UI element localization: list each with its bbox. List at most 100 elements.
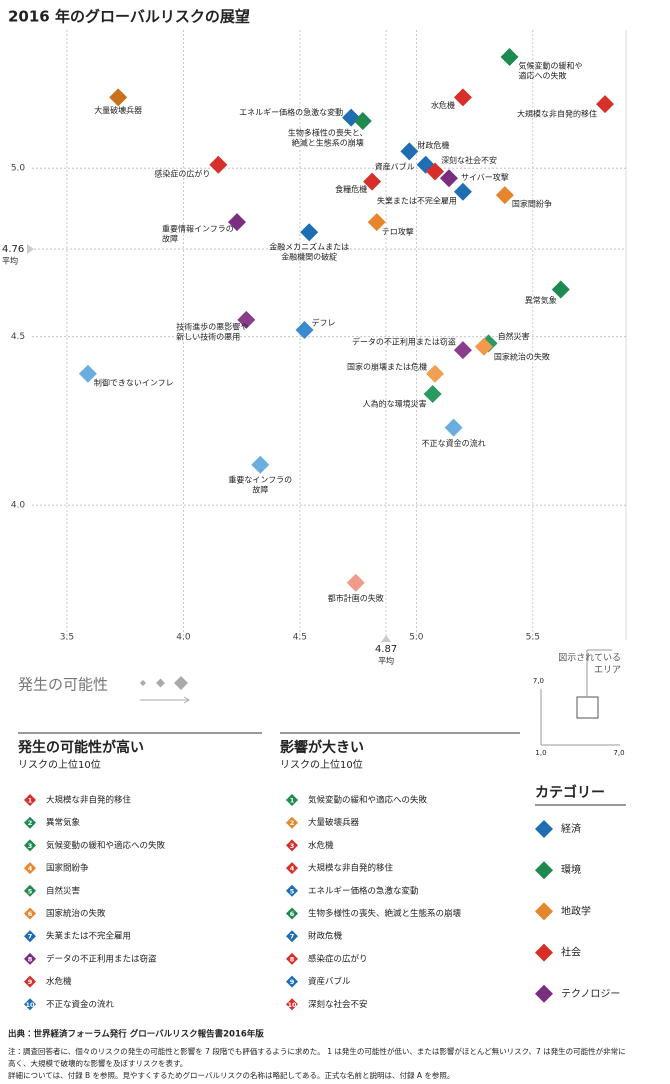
list-item: 深刻な社会不安 <box>308 999 368 1010</box>
legend-title: カテゴリー <box>535 784 605 801</box>
rank-number: 6 <box>28 910 33 918</box>
point-label: 深刻な社会不安 <box>441 155 497 165</box>
risk-point <box>439 169 458 188</box>
risk-point <box>495 186 514 205</box>
legend-label: 環境 <box>561 864 581 876</box>
risk-point <box>237 310 256 329</box>
point-label: 不正な資金の流れ <box>422 438 486 448</box>
risk-point <box>474 337 493 356</box>
rank-number: 4 <box>290 865 295 873</box>
inset-area <box>576 696 599 719</box>
size-glyph <box>140 676 188 690</box>
legend-label: テクノロジー <box>561 988 620 1000</box>
list-item: 国家統治の失敗 <box>46 908 106 919</box>
point-label: 制御できないインフレ <box>94 377 174 387</box>
rank-badge <box>24 794 36 806</box>
point-label: 故障 <box>252 484 268 494</box>
list-item: 水危機 <box>308 840 334 851</box>
list-item: 異常気象 <box>46 817 81 828</box>
mean-marker <box>381 635 392 642</box>
inset-tick: 1,0 <box>535 749 546 757</box>
list-title: 影響が大きい <box>280 739 364 756</box>
risk-point <box>300 223 319 242</box>
risk-point <box>423 384 442 403</box>
rank-badge <box>286 975 298 988</box>
point-label: 適応への失敗 <box>519 70 567 80</box>
list-item: 不正な資金の流れ <box>46 999 115 1010</box>
point-label: 資産バブル <box>375 161 415 171</box>
rank-number: 4 <box>28 865 33 873</box>
rank-badge <box>286 952 298 965</box>
point-label: 重要情報インフラの <box>162 224 234 234</box>
rank-number: 2 <box>290 819 295 827</box>
risk-point <box>500 47 519 66</box>
rank-number: 5 <box>290 887 295 895</box>
risk-point <box>346 573 365 592</box>
list-item: 財政危機 <box>308 931 343 942</box>
risk-point <box>109 88 128 107</box>
x-tick-label: 3.5 <box>60 633 74 643</box>
rank-number: 8 <box>290 955 295 963</box>
risk-point <box>444 418 463 437</box>
inset-label: 図示されている <box>558 653 621 664</box>
legend-swatch <box>535 902 553 921</box>
list-item: 国家間紛争 <box>46 863 89 874</box>
source: 出典：世界経済フォーラム発行 グローバルリスク報告書2016年版 <box>8 1029 264 1040</box>
legend-swatch <box>535 820 553 838</box>
point-label: 国家の崩壊または危機 <box>347 361 427 371</box>
risk-point <box>295 320 314 339</box>
rank-badge <box>286 998 298 1011</box>
point-label: 人為的な環境災害 <box>363 398 427 408</box>
risk-point <box>551 280 570 299</box>
point-label: 異常気象 <box>525 295 557 305</box>
list-item: 水危機 <box>46 976 72 987</box>
list-item: エネルギー価格の急激な変動 <box>308 885 419 896</box>
rank-number: 9 <box>28 978 33 986</box>
point-label: 新しい技術の悪用 <box>176 331 240 341</box>
point-label: 気候変動の緩和や <box>519 60 583 70</box>
point-label: デフレ <box>312 317 336 327</box>
rank-number: 1 <box>290 797 295 805</box>
point-label: 感染症の広がり <box>154 168 210 178</box>
list-item: データの不正利用または窃盗 <box>46 953 157 964</box>
point-label: 大規模な非自発的移住 <box>517 109 597 119</box>
risk-point <box>78 364 97 383</box>
list-title: 発生の可能性が高い <box>17 739 144 756</box>
point-label: 絶滅と生態系の崩壊 <box>292 137 364 147</box>
note: 高く、大規模で破壊的な影響を及ぼすリスクを表す。 <box>8 1058 187 1068</box>
point-label: 大量破壊兵器 <box>94 105 142 115</box>
x-tick-label: 4.0 <box>176 633 191 643</box>
rank-badge <box>286 907 298 920</box>
point-label: 生物多様性の喪失と、 <box>288 127 368 137</box>
rank-number: 9 <box>290 978 295 986</box>
risk-point <box>425 162 444 181</box>
risk-point <box>453 88 472 107</box>
point-label: 金融メカニズムまたは <box>269 242 349 252</box>
point-label: データの不正利用または窃盗 <box>352 337 456 347</box>
mean-label: 平均 <box>378 656 394 666</box>
risk-point <box>453 182 472 201</box>
note: 詳細については、付録 B を参照。見やすくするためグローバルリスクの名称は略記し… <box>8 1070 454 1080</box>
point-label: 水危機 <box>431 100 455 110</box>
risk-point <box>251 455 270 474</box>
rank-number: 2 <box>28 819 33 827</box>
list-item: 自然災害 <box>46 885 81 896</box>
rank-badge <box>24 862 36 875</box>
mean-value: 4.76 <box>2 244 24 255</box>
risk-point <box>400 142 419 161</box>
rank-number: 6 <box>290 910 295 918</box>
x-tick-label: 5.0 <box>409 633 424 643</box>
risk-point <box>367 213 386 232</box>
x-tick-label: 5.5 <box>526 633 540 643</box>
rank-number: 1 <box>28 797 33 805</box>
list-item: 大規模な非自発的移住 <box>308 863 394 874</box>
rank-number: 8 <box>28 955 33 963</box>
risk-point <box>453 341 472 360</box>
rank-badge <box>286 862 298 875</box>
risk-point <box>227 213 246 232</box>
point-label: 都市計画の失敗 <box>328 593 384 603</box>
y-tick-label: 4.0 <box>11 501 26 511</box>
rank-badge <box>286 839 298 852</box>
